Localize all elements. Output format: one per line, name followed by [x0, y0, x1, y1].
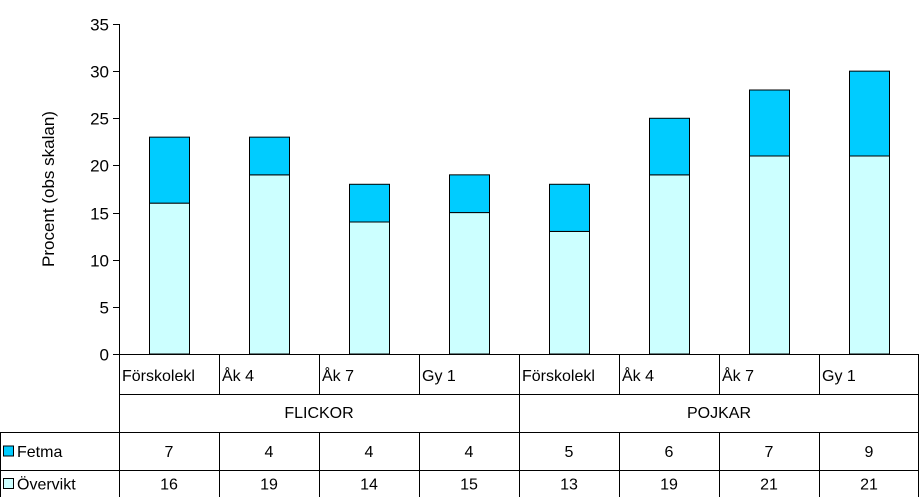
bar-overvikt	[449, 212, 490, 355]
bar-fetma	[649, 117, 690, 176]
table-value: 4	[265, 444, 274, 461]
bar-fetma	[449, 174, 490, 214]
bar-fetma	[149, 136, 190, 204]
category-label: Förskolekl	[122, 368, 195, 385]
table-value: 7	[765, 444, 774, 461]
category-label: Åk 7	[322, 366, 354, 385]
bar-overvikt	[749, 155, 790, 355]
table-value: 19	[660, 477, 678, 494]
bar-overvikt	[849, 155, 890, 355]
table-value: 14	[360, 477, 378, 494]
bar-fetma	[549, 183, 590, 232]
y-tick-label: 15	[90, 205, 109, 224]
y-tick-label: 30	[90, 63, 109, 82]
bar-fetma	[749, 89, 790, 157]
legend-label: Fetma	[17, 444, 62, 461]
y-tick-label: 25	[90, 110, 109, 129]
legend-swatch-fetma	[3, 445, 14, 457]
category-label: Åk 4	[622, 366, 654, 385]
category-label: Gy 1	[822, 368, 856, 385]
y-tick-label: 0	[100, 346, 109, 365]
y-tick-label: 20	[90, 157, 109, 176]
category-label: Åk 7	[722, 366, 754, 385]
y-axis-label: Procent (obs skalan)	[39, 111, 58, 267]
category-label: Åk 4	[222, 366, 254, 385]
table-value: 13	[560, 477, 578, 494]
category-label: Förskolekl	[522, 368, 595, 385]
table-value: 6	[665, 444, 674, 461]
table-value: 7	[165, 444, 174, 461]
group-label: POJKAR	[687, 405, 751, 422]
bar-overvikt	[649, 174, 690, 355]
bar-overvikt	[149, 202, 190, 355]
bar-fetma	[849, 70, 890, 157]
table-value: 4	[465, 444, 474, 461]
data-table: FLICKOR POJKAR Förskolekl Åk 4 Åk 7 Gy 1 Försk…	[0, 354, 919, 497]
table-value: 15	[460, 477, 478, 494]
table-value: 19	[260, 477, 278, 494]
table-value: 4	[365, 444, 374, 461]
bar-fetma	[249, 136, 290, 176]
bar-overvikt	[249, 174, 290, 355]
table-value: 21	[760, 477, 778, 494]
group-label: FLICKOR	[284, 405, 353, 422]
table-value: 9	[865, 444, 874, 461]
bar-overvikt	[549, 230, 590, 355]
table-value: 21	[860, 477, 878, 494]
y-tick-label: 10	[90, 252, 109, 271]
table-value: 5	[565, 444, 574, 461]
legend-label: Övervikt	[17, 476, 76, 494]
bar-fetma	[349, 183, 390, 223]
bars-layer	[149, 70, 890, 355]
category-label: Gy 1	[422, 368, 456, 385]
legend-swatch-overvikt	[3, 478, 14, 489]
y-tick-label: 35	[90, 16, 109, 35]
axis-layer: 0 5 10 15 20 25 30 35	[90, 16, 120, 365]
bar-overvikt	[349, 221, 390, 355]
y-tick-label: 5	[100, 299, 109, 318]
table-value: 16	[160, 477, 178, 494]
